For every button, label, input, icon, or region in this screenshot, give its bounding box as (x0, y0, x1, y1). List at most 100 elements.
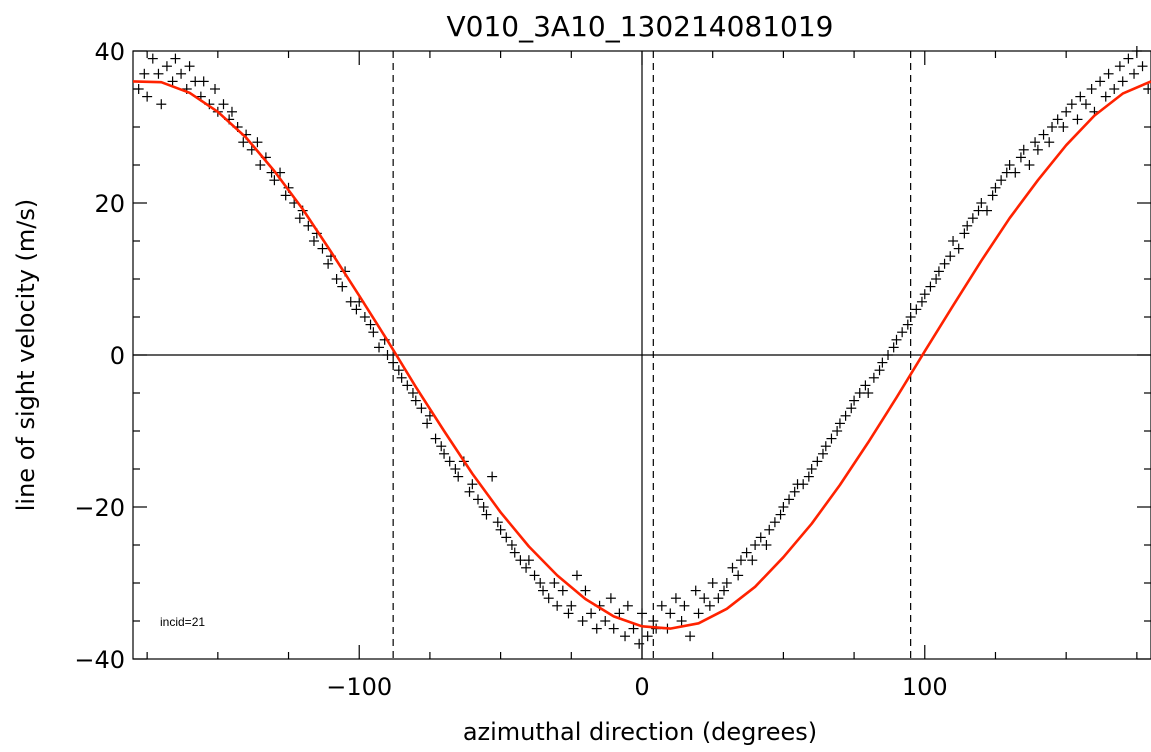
data-point (996, 175, 1007, 186)
data-point (897, 327, 908, 338)
data-point (699, 593, 710, 604)
data-point (323, 258, 334, 269)
data-point (925, 281, 936, 292)
data-point (1032, 144, 1043, 155)
data-point (422, 418, 433, 429)
data-point (891, 334, 902, 345)
data-point (670, 593, 681, 604)
data-point (388, 357, 399, 368)
data-point (622, 600, 633, 611)
y-tick-label: −20 (74, 494, 125, 522)
data-point (529, 570, 540, 581)
x-tick-label: −100 (326, 673, 392, 701)
data-point (1100, 91, 1111, 102)
data-point (750, 540, 761, 550)
data-point (577, 616, 588, 626)
data-point (1080, 99, 1091, 110)
data-point (981, 205, 992, 216)
data-point (990, 182, 1001, 193)
data-point (1129, 68, 1140, 79)
data-point (495, 524, 506, 535)
data-point (733, 570, 744, 581)
data-point (693, 608, 704, 619)
data-point (521, 562, 532, 573)
data-point (506, 540, 517, 550)
data-point (803, 471, 814, 482)
data-point (817, 448, 828, 459)
data-point (747, 555, 758, 566)
data-point (1137, 61, 1148, 72)
data-point (1072, 114, 1083, 125)
data-point (280, 190, 291, 201)
data-point (973, 205, 984, 216)
data-point (238, 137, 249, 148)
data-point (563, 608, 574, 619)
x-tick-label: 100 (902, 673, 948, 701)
data-point (210, 84, 221, 94)
data-point (764, 524, 775, 535)
data-point (198, 76, 209, 87)
data-point (337, 281, 348, 292)
fit-curve (132, 80, 1151, 630)
data-point (317, 243, 328, 254)
data-point (939, 258, 950, 269)
data-point (1024, 160, 1035, 170)
data-point (161, 61, 172, 72)
data-point (365, 319, 376, 330)
data-point (566, 600, 577, 611)
y-tick-label: 0 (110, 342, 125, 370)
data-point (608, 623, 619, 634)
data-point (721, 578, 732, 588)
data-point (586, 608, 597, 619)
data-point (727, 562, 738, 573)
data-point (874, 365, 885, 376)
data-point (860, 380, 871, 391)
data-point (1038, 129, 1049, 140)
data-point (634, 638, 645, 649)
data-point (1061, 106, 1072, 117)
data-point (849, 395, 860, 406)
data-point (1114, 61, 1125, 72)
data-point (806, 464, 817, 474)
data-point (1117, 76, 1128, 87)
data-point (888, 342, 899, 353)
data-point (919, 289, 930, 300)
data-point (620, 631, 631, 642)
axis-ticks (133, 50, 1151, 660)
data-point (509, 547, 520, 558)
data-point (467, 479, 478, 490)
data-point (464, 486, 475, 497)
data-point (967, 213, 978, 224)
data-point (902, 319, 913, 330)
data-point (1109, 84, 1120, 94)
data-point (1010, 167, 1021, 178)
data-point (911, 304, 922, 315)
data-point (987, 190, 998, 201)
data-point (580, 585, 591, 596)
data-point (523, 555, 534, 566)
data-point (552, 600, 563, 611)
data-point (351, 304, 362, 315)
data-point (492, 517, 503, 528)
data-point (345, 296, 356, 307)
data-point (1095, 76, 1106, 87)
data-point (543, 593, 554, 604)
data-point (1047, 122, 1058, 132)
data-point (769, 517, 780, 528)
data-point (444, 456, 455, 467)
data-point (868, 372, 879, 383)
data-point (478, 502, 489, 512)
data-point (269, 175, 280, 186)
data-point (863, 388, 874, 398)
data-point (1075, 91, 1086, 102)
data-point (156, 99, 167, 110)
data-point (487, 471, 498, 482)
data-point (255, 160, 266, 170)
data-point (481, 509, 492, 520)
data-point (784, 494, 795, 505)
data-point (549, 578, 560, 588)
y-tick-label: 20 (94, 190, 125, 218)
data-point (1015, 152, 1026, 163)
incidence-annotation: incid=21 (160, 615, 205, 629)
